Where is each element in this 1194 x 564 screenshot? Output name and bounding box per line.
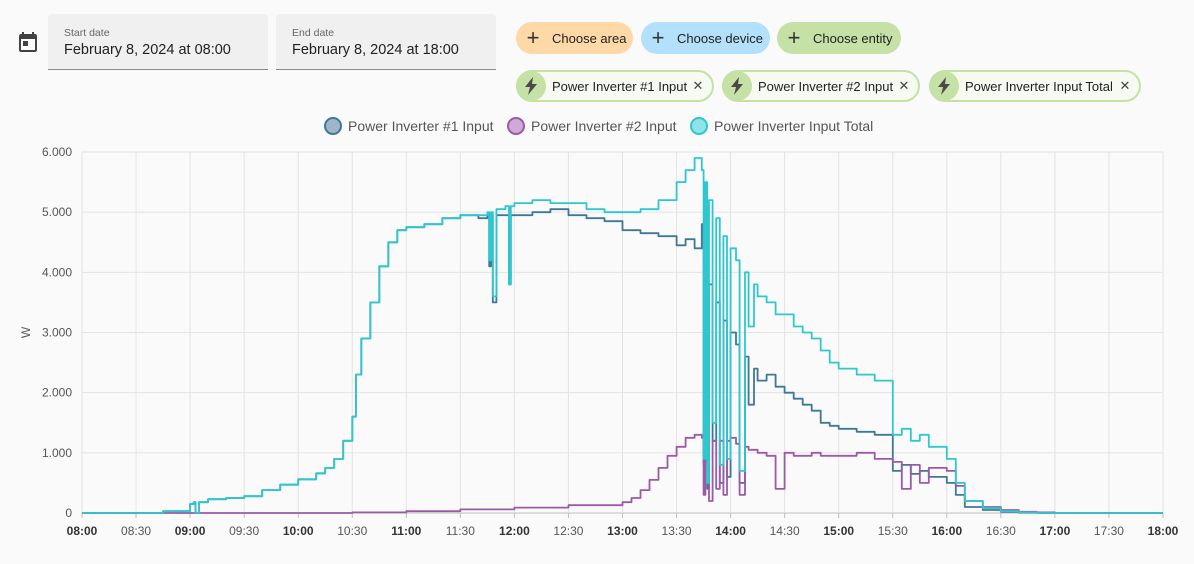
x-tick-label: 08:30 <box>121 524 151 538</box>
start-date-field[interactable]: Start date February 8, 2024 at 08:00 <box>48 14 268 70</box>
choose-device-button[interactable]: + Choose device <box>641 22 770 54</box>
legend-label: Power Inverter Input Total <box>714 118 874 134</box>
calendar-icon <box>19 32 37 52</box>
x-tick-label: 10:30 <box>337 524 367 538</box>
selected-entity-label: Power Inverter #1 Input <box>552 78 688 94</box>
lightning-bolt-icon <box>929 71 959 101</box>
y-tick-label: 1.000 <box>42 446 72 460</box>
x-tick-label: 10:00 <box>283 524 314 538</box>
x-tick-label: 18:00 <box>1148 524 1179 538</box>
y-tick-label: 0 <box>65 506 72 520</box>
start-date-value[interactable]: February 8, 2024 at 08:00 <box>64 42 231 58</box>
start-date-label: Start date <box>64 27 110 39</box>
lightning-bolt-icon <box>516 71 546 101</box>
x-tick-label: 13:00 <box>607 524 638 538</box>
x-tick-label: 09:30 <box>229 524 259 538</box>
x-tick-label: 17:00 <box>1040 524 1071 538</box>
series-line-3 <box>82 157 1163 514</box>
legend-swatch <box>507 117 525 135</box>
choose-device-label: Choose device <box>677 30 763 46</box>
y-axis-label: W <box>19 326 33 338</box>
legend-label: Power Inverter #1 Input <box>348 118 494 134</box>
remove-icon[interactable]: ✕ <box>898 78 910 93</box>
selected-entity-chip[interactable]: Power Inverter #1 Input ✕ <box>516 70 714 102</box>
plus-icon: + <box>787 25 801 50</box>
legend-item-inverter-2[interactable]: Power Inverter #2 Input <box>507 117 677 135</box>
y-tick-label: 4.000 <box>42 265 72 279</box>
y-tick-label: 3.000 <box>42 326 72 340</box>
plus-icon: + <box>526 25 540 50</box>
history-chart[interactable]: 0 1.000 2.000 3.000 4.000 5.000 6.000 08:00 08:3… <box>0 140 1194 550</box>
x-tick-label: 14:00 <box>715 524 746 538</box>
x-tick-label: 14:30 <box>770 524 800 538</box>
y-tick-label: 5.000 <box>42 205 72 219</box>
legend-swatch <box>324 117 342 135</box>
series-line-2 <box>82 433 1163 514</box>
choose-entity-button[interactable]: + Choose entity <box>777 22 901 54</box>
plus-icon: + <box>651 25 665 50</box>
end-date-value[interactable]: February 8, 2024 at 18:00 <box>292 42 459 58</box>
y-tick-label: 6.000 <box>42 145 72 159</box>
selected-entity-label: Power Inverter Input Total <box>965 78 1113 94</box>
selected-entity-label: Power Inverter #2 Input <box>758 78 894 94</box>
x-tick-label: 11:00 <box>391 524 421 538</box>
x-tick-label: 17:30 <box>1094 524 1124 538</box>
x-tick-label: 12:00 <box>499 524 530 538</box>
legend-item-inverter-1[interactable]: Power Inverter #1 Input <box>324 117 494 135</box>
x-tick-label: 08:00 <box>67 524 98 538</box>
choose-area-button[interactable]: + Choose area <box>516 22 633 54</box>
y-tick-label: 2.000 <box>42 386 72 400</box>
remove-icon[interactable]: ✕ <box>692 78 704 93</box>
x-tick-label: 12:30 <box>553 524 583 538</box>
x-tick-label: 09:00 <box>175 524 206 538</box>
x-tick-label: 13:30 <box>662 524 692 538</box>
x-tick-label: 16:30 <box>986 524 1016 538</box>
selected-entity-chip[interactable]: Power Inverter #2 Input ✕ <box>722 70 920 102</box>
x-tick-label: 11:30 <box>446 524 475 538</box>
chart-legend: Power Inverter #1 Input Power Inverter #… <box>0 117 1194 137</box>
choose-entity-label: Choose entity <box>813 30 893 46</box>
legend-label: Power Inverter #2 Input <box>531 118 677 134</box>
end-date-label: End date <box>292 27 335 39</box>
end-date-field[interactable]: End date February 8, 2024 at 18:00 <box>276 14 496 70</box>
legend-item-total[interactable]: Power Inverter Input Total <box>690 117 873 135</box>
remove-icon[interactable]: ✕ <box>1119 78 1131 93</box>
x-tick-label: 15:00 <box>823 524 854 538</box>
x-tick-label: 15:30 <box>878 524 908 538</box>
choose-area-label: Choose area <box>552 30 627 46</box>
lightning-bolt-icon <box>722 71 752 101</box>
selected-entity-chip[interactable]: Power Inverter Input Total ✕ <box>929 70 1141 102</box>
x-tick-label: 16:00 <box>931 524 962 538</box>
legend-swatch <box>690 117 708 135</box>
